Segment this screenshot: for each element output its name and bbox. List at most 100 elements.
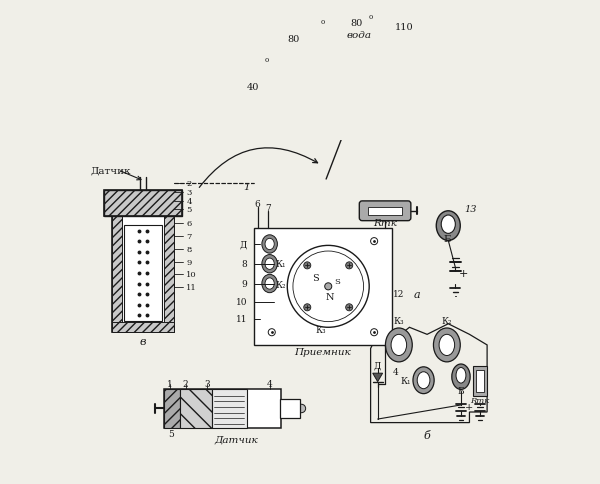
Text: Д: Д (239, 240, 247, 249)
Ellipse shape (436, 212, 460, 241)
Text: о: о (265, 56, 269, 63)
Ellipse shape (456, 368, 466, 383)
Text: 5: 5 (169, 429, 175, 439)
Text: 3: 3 (187, 188, 192, 197)
Text: в: в (140, 336, 146, 346)
Text: 9: 9 (187, 258, 192, 266)
FancyArrowPatch shape (199, 149, 317, 188)
Text: 13: 13 (464, 205, 477, 214)
Text: вода: вода (346, 30, 371, 40)
Text: 3: 3 (204, 379, 209, 388)
Text: 6: 6 (255, 200, 260, 209)
Bar (124, 226, 163, 321)
Text: 12: 12 (393, 289, 404, 298)
Text: К₃: К₃ (316, 325, 326, 334)
Text: 4: 4 (392, 367, 398, 377)
Ellipse shape (262, 275, 277, 293)
Circle shape (346, 262, 353, 269)
Bar (408, 8, 414, 15)
Bar (112, 216, 122, 333)
Text: 2: 2 (187, 179, 191, 187)
Text: Д: Д (374, 361, 382, 369)
Text: 40: 40 (247, 83, 259, 92)
Ellipse shape (262, 255, 277, 273)
Text: Б: Б (443, 234, 451, 243)
Ellipse shape (452, 364, 470, 390)
Text: Rтк: Rтк (470, 396, 490, 404)
Text: Датчик: Датчик (215, 435, 259, 443)
Text: 5: 5 (187, 206, 192, 214)
Text: 11: 11 (236, 315, 247, 324)
Text: 11: 11 (187, 284, 197, 291)
Text: 80: 80 (287, 35, 300, 44)
Bar (104, 190, 182, 217)
Text: 80: 80 (350, 19, 362, 28)
Circle shape (371, 329, 377, 336)
Text: о: о (320, 18, 325, 26)
Text: N: N (325, 293, 334, 302)
Circle shape (268, 238, 275, 245)
Ellipse shape (265, 258, 274, 270)
Circle shape (297, 405, 305, 413)
Ellipse shape (391, 334, 407, 356)
Bar (254, 229, 392, 345)
Text: Rтк: Rтк (373, 219, 397, 228)
Text: 10: 10 (236, 298, 247, 307)
Text: Приемник: Приемник (295, 348, 352, 357)
Circle shape (268, 329, 275, 336)
Text: S: S (312, 274, 319, 283)
Bar (368, 207, 403, 215)
Bar (164, 389, 180, 428)
Ellipse shape (265, 278, 274, 289)
Text: 2: 2 (183, 379, 188, 388)
Bar (164, 389, 281, 428)
Ellipse shape (441, 215, 455, 234)
Bar (233, 77, 239, 83)
Polygon shape (373, 373, 383, 382)
Text: 1: 1 (244, 182, 250, 191)
Ellipse shape (413, 367, 434, 394)
Circle shape (325, 283, 332, 290)
Text: а: а (413, 289, 420, 299)
Text: о: о (368, 13, 373, 21)
Text: Датчик: Датчик (91, 166, 131, 175)
Text: 10: 10 (187, 271, 197, 279)
Text: К₂: К₂ (275, 281, 286, 290)
FancyBboxPatch shape (359, 201, 411, 221)
Text: К₂: К₂ (442, 316, 452, 325)
Ellipse shape (385, 328, 412, 362)
Circle shape (287, 246, 369, 328)
Bar (212, 389, 247, 428)
Bar (280, 399, 300, 418)
Text: +: + (466, 402, 473, 411)
Text: 8: 8 (241, 260, 247, 269)
Ellipse shape (439, 334, 455, 356)
Bar (112, 323, 175, 333)
Circle shape (304, 262, 311, 269)
Ellipse shape (265, 239, 274, 250)
Text: К₁: К₁ (401, 376, 411, 385)
Text: 8: 8 (187, 245, 192, 254)
Circle shape (304, 304, 311, 311)
Text: S: S (334, 277, 340, 285)
Text: 6: 6 (187, 220, 191, 228)
Text: 110: 110 (395, 23, 414, 32)
Text: 4: 4 (267, 379, 272, 388)
Ellipse shape (262, 235, 277, 254)
Circle shape (283, 405, 292, 413)
Bar (281, 22, 287, 28)
Text: К₃: К₃ (394, 316, 404, 325)
Text: К₁: К₁ (275, 260, 286, 269)
Text: 7: 7 (187, 233, 192, 241)
Circle shape (290, 405, 299, 413)
Bar (104, 190, 182, 217)
Ellipse shape (417, 372, 430, 389)
Bar (164, 216, 175, 333)
Ellipse shape (433, 328, 460, 362)
Bar (112, 216, 175, 333)
Text: 1: 1 (167, 379, 173, 388)
Text: 4: 4 (187, 197, 192, 206)
Text: 9: 9 (241, 279, 247, 288)
Circle shape (346, 304, 353, 311)
Circle shape (371, 238, 377, 245)
